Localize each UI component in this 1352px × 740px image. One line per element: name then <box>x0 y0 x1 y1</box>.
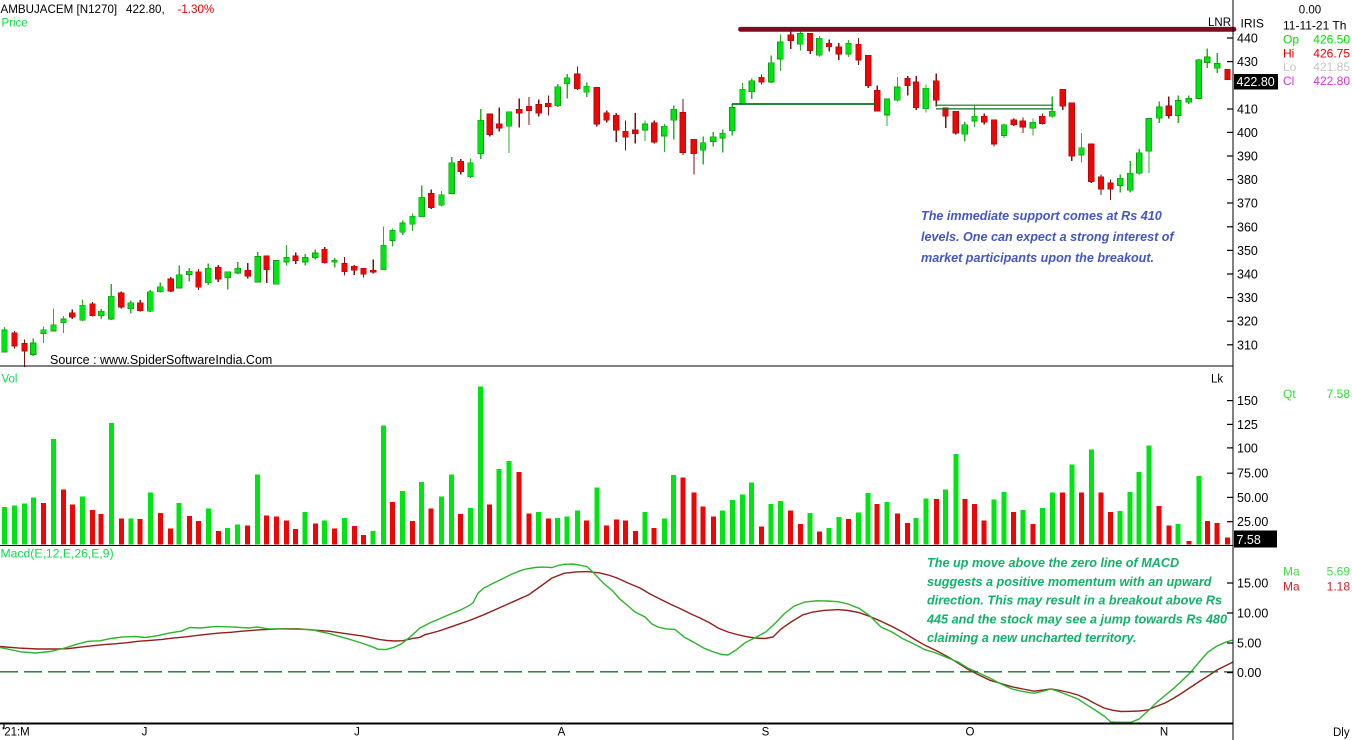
svg-text:440: 440 <box>1237 32 1258 46</box>
svg-text:0.00: 0.00 <box>1237 666 1261 680</box>
svg-text:Hi: Hi <box>1283 46 1294 60</box>
svg-text:Op: Op <box>1283 33 1299 47</box>
svg-text:11-11-21 Th: 11-11-21 Th <box>1283 19 1346 33</box>
svg-text:340: 340 <box>1237 268 1258 282</box>
svg-text:J: J <box>142 727 148 739</box>
svg-text:422.80: 422.80 <box>1237 75 1275 89</box>
svg-text:Lk: Lk <box>1211 374 1223 386</box>
svg-text:'21:M: '21:M <box>2 727 30 739</box>
svg-text:370: 370 <box>1237 197 1258 211</box>
svg-text:445 and the stock may see a ju: 445 and the stock may see a jump towards… <box>926 612 1227 626</box>
svg-text:7.58: 7.58 <box>1327 387 1351 401</box>
svg-text:100: 100 <box>1237 441 1258 455</box>
svg-text:430: 430 <box>1237 55 1258 69</box>
svg-text:Ma: Ma <box>1283 565 1300 579</box>
svg-text:421.85: 421.85 <box>1313 60 1350 74</box>
svg-text:410: 410 <box>1237 103 1258 117</box>
svg-text:Ma: Ma <box>1283 580 1300 594</box>
svg-text:O: O <box>966 727 975 739</box>
svg-text:400: 400 <box>1237 126 1258 140</box>
svg-text:S: S <box>762 727 770 739</box>
svg-text:Price: Price <box>2 18 28 30</box>
svg-text:5.00: 5.00 <box>1237 637 1261 651</box>
svg-text:426.50: 426.50 <box>1313 33 1350 47</box>
svg-text:350: 350 <box>1237 244 1258 258</box>
svg-text:50.00: 50.00 <box>1237 491 1268 505</box>
svg-text:J: J <box>354 727 360 739</box>
svg-text:suggests a positive momentum w: suggests a positive momentum with an upw… <box>927 575 1212 589</box>
svg-text:310: 310 <box>1237 338 1258 352</box>
svg-text:1.18: 1.18 <box>1327 580 1351 594</box>
svg-text:The up move above the zero lin: The up move above the zero line of MACD <box>927 556 1179 570</box>
svg-text:A: A <box>558 727 566 739</box>
svg-text:LNR: LNR <box>1208 17 1231 29</box>
svg-text:Vol: Vol <box>2 374 18 386</box>
svg-text:125: 125 <box>1237 418 1258 432</box>
svg-text:320: 320 <box>1237 315 1258 329</box>
svg-text:The immediate support comes at: The immediate support comes at Rs 410 <box>921 209 1162 223</box>
svg-text:market participants upon the b: market participants upon the breakout. <box>921 251 1154 265</box>
svg-text:Lo: Lo <box>1283 60 1297 74</box>
svg-text:330: 330 <box>1237 291 1258 305</box>
svg-text:N: N <box>1160 727 1168 739</box>
svg-text:380: 380 <box>1237 173 1258 187</box>
svg-text:Dly: Dly <box>1333 727 1350 739</box>
svg-text:levels. One can expect a stron: levels. One can expect a strong interest… <box>921 230 1175 244</box>
svg-text:Macd(E,12,E,26,E,9): Macd(E,12,E,26,E,9) <box>1 547 114 561</box>
svg-text:75.00: 75.00 <box>1237 467 1268 481</box>
svg-text:360: 360 <box>1237 220 1258 234</box>
svg-text:15.00: 15.00 <box>1237 577 1268 591</box>
svg-text:25.00: 25.00 <box>1237 515 1268 529</box>
svg-text:422.80,: 422.80, <box>126 3 165 16</box>
svg-text:5.69: 5.69 <box>1327 565 1351 579</box>
svg-text:390: 390 <box>1237 150 1258 164</box>
svg-text:7.58: 7.58 <box>1237 533 1261 547</box>
svg-text:422.80: 422.80 <box>1313 74 1350 88</box>
svg-text:-1.30%: -1.30% <box>178 3 215 16</box>
svg-text:Source : www.SpiderSoftwareInd: Source : www.SpiderSoftwareIndia.Com <box>50 353 272 367</box>
svg-text:0.00: 0.00 <box>1299 5 1321 17</box>
svg-text:Cl: Cl <box>1283 74 1294 88</box>
svg-text:426.75: 426.75 <box>1313 46 1350 60</box>
svg-text:claiming a new uncharted terri: claiming a new uncharted territory. <box>927 631 1137 645</box>
svg-text:Qt: Qt <box>1283 387 1296 401</box>
svg-text:direction. This may result in: direction. This may result in a breakout… <box>927 594 1222 608</box>
svg-text:IRIS: IRIS <box>1241 17 1264 31</box>
svg-text:10.00: 10.00 <box>1237 607 1268 621</box>
svg-text:AMBUJACEM [N1270]: AMBUJACEM [N1270] <box>1 3 118 16</box>
svg-text:150: 150 <box>1237 394 1258 408</box>
